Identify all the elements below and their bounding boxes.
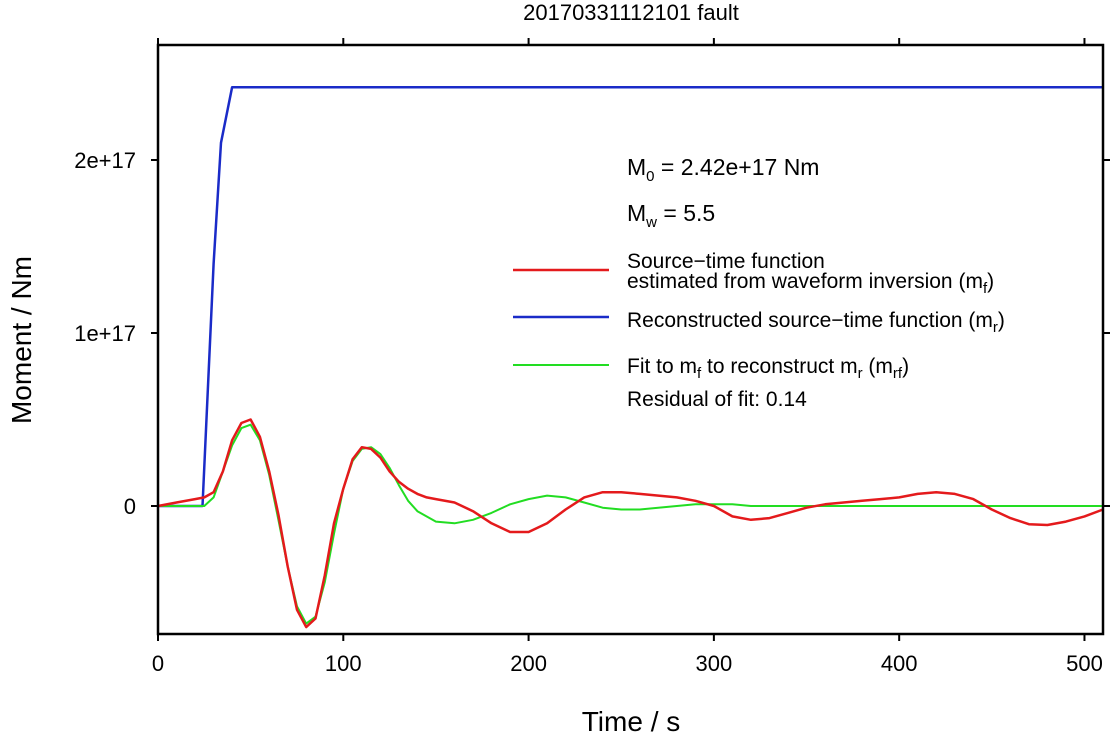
legend-label-mf-line1: Source−time function <box>627 250 825 273</box>
x-tick-label: 100 <box>325 651 362 676</box>
x-tick-label: 0 <box>152 651 164 676</box>
plot-frame <box>156 43 1105 636</box>
series-line-mr <box>158 86 1103 508</box>
x-tick-label: 500 <box>1066 651 1103 676</box>
legend-label-mf-line2: estimated from waveform inversion (mf) <box>627 270 994 297</box>
mw-annotation: Mw = 5.5 <box>627 200 715 231</box>
legend-label-mrf: Fit to mf to reconstruct mr (mrf) <box>627 355 909 382</box>
x-tick-label: 400 <box>881 651 918 676</box>
y-tick-label: 0 <box>124 494 136 519</box>
series-line-mrf <box>158 423 1103 625</box>
residual-annotation: Residual of fit: 0.14 <box>627 388 807 411</box>
chart-title: 20170331112101 fault <box>523 0 739 25</box>
legend-label-mr: Reconstructed source−time function (mr) <box>627 309 1005 336</box>
x-tick-label: 300 <box>696 651 733 676</box>
m0-annotation: M0 = 2.42e+17 Nm <box>627 154 819 185</box>
x-axis-title: Time / s <box>582 706 681 736</box>
y-tick-label: 2e+17 <box>74 148 136 173</box>
ticks-layer: 0 100 200 300 400 500 0 1e+17 2e+17 <box>74 38 1110 676</box>
series-line-mf <box>157 418 1104 629</box>
legend: Source−time function estimated from wave… <box>513 250 1005 411</box>
y-axis-title: Moment / Nm <box>6 256 37 424</box>
series-layer <box>157 86 1104 629</box>
x-tick-label: 200 <box>510 651 547 676</box>
y-tick-label: 1e+17 <box>74 321 136 346</box>
